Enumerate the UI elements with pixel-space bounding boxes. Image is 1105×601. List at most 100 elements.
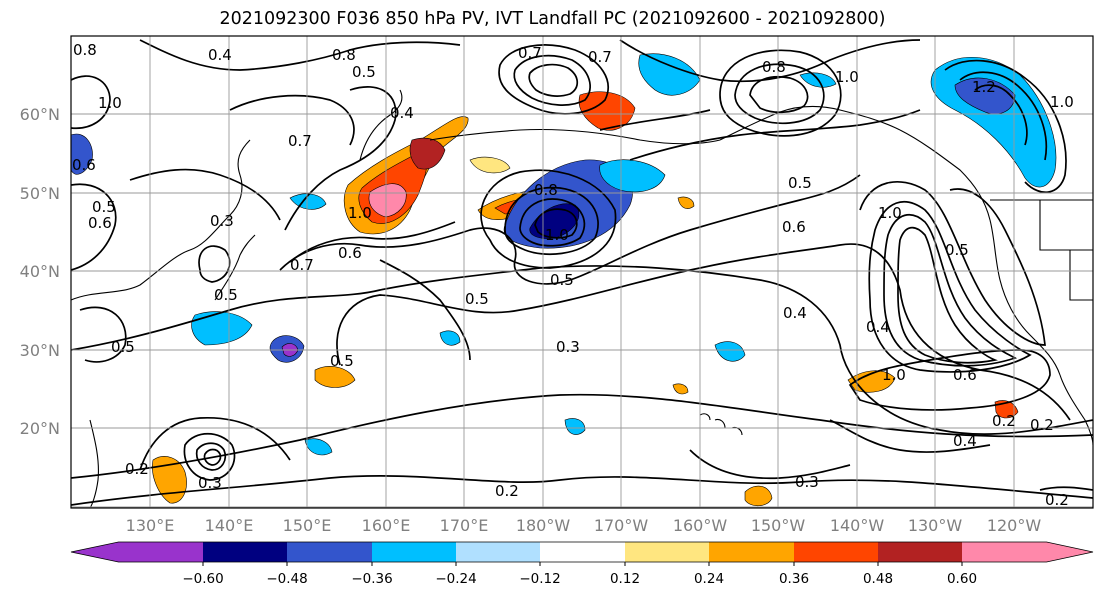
colorbar-segment [287, 542, 372, 562]
colorbar-tick-label: 0.24 [694, 571, 724, 587]
contour-label-group: 0.8 0.4 0.5 0.7 0.7 0.8 1.0 1.2 1.0 1.0 … [72, 41, 1074, 509]
map-frame [70, 35, 1094, 509]
colorbar [70, 541, 1094, 563]
coast-kamchatka [359, 89, 403, 161]
contour-line [129, 168, 281, 221]
contour-label: 1.0 [878, 204, 902, 222]
colorbar-tick-label: 0.48 [863, 571, 893, 587]
colorbar-tick-label: −0.48 [266, 571, 307, 587]
contour-label: 0.4 [783, 304, 807, 322]
contour-label: 0.5 [111, 338, 135, 356]
colorbar-tick-label: 0.12 [610, 571, 640, 587]
colorbar-ticks: −0.60 −0.48 −0.36 −0.24 −0.12 0.12 0.24 … [182, 562, 977, 587]
colorbar-segment [372, 542, 456, 562]
contour-label: 0.6 [88, 214, 112, 232]
contour-line [829, 419, 991, 453]
contour-line [198, 245, 231, 283]
lat-label: 60°N [20, 105, 60, 124]
contour-label: 0.5 [945, 241, 969, 259]
shade-cyan-small2 [714, 341, 746, 362]
pv-contours [71, 39, 1093, 506]
lon-label: 170°W [594, 516, 649, 535]
contour-label: 0.2 [125, 460, 149, 478]
contour-label: 1.0 [1050, 93, 1074, 111]
colorbar-segment [794, 542, 878, 562]
contour-label: 0.5 [465, 290, 489, 308]
contour-label: 0.4 [953, 432, 977, 450]
coast-bc [899, 129, 991, 221]
contour-line [848, 349, 1051, 411]
coast-alaska [719, 105, 901, 141]
colorbar-segment [456, 542, 540, 562]
coast-us [989, 219, 1061, 376]
contour-line [534, 208, 578, 239]
lon-label: 180°W [516, 516, 571, 535]
lat-label: 40°N [20, 262, 60, 281]
colorbar-segment [962, 542, 1093, 562]
contour-label: 0.7 [518, 44, 542, 62]
contour-line [1039, 486, 1093, 491]
contour-label: 0.6 [338, 244, 362, 262]
contour-line [519, 198, 586, 247]
contour-line [71, 265, 1093, 435]
contour-label: 0.5 [352, 63, 376, 81]
contour-label: 0.4 [390, 104, 414, 122]
lon-label: 140°E [205, 516, 254, 535]
contour-label: 0.7 [288, 132, 312, 150]
shade-orange-sw [314, 366, 356, 388]
contour-label: 0.2 [1045, 491, 1069, 509]
contour-label: 1.0 [882, 366, 906, 384]
lon-label: 150°E [283, 516, 332, 535]
contour-line [944, 59, 1067, 193]
lat-label: 50°N [20, 184, 60, 203]
contour-line [71, 393, 1093, 479]
lon-label: 130°W [908, 516, 963, 535]
coast-aleutians [429, 128, 721, 145]
contour-label: 1.2 [972, 78, 996, 96]
contour-label: 1.0 [348, 204, 372, 222]
contour-line [480, 169, 617, 269]
contour-line [195, 442, 227, 471]
contour-line [79, 306, 127, 363]
lon-label: 160°E [362, 516, 411, 535]
contour-line [71, 75, 111, 130]
colorbar-segment [625, 542, 709, 562]
shade-orange-south [744, 485, 773, 507]
contour-label: 0.4 [866, 318, 890, 336]
contour-line [379, 259, 471, 361]
shade-cyan-small1 [304, 438, 333, 456]
contour-label: 0.6 [782, 218, 806, 236]
contour-line [868, 201, 1032, 373]
lat-label: 30°N [20, 341, 60, 360]
colorbar-tick-label: 0.60 [947, 571, 977, 587]
lon-label: 130°E [126, 516, 175, 535]
colorbar-tick-label: 0.36 [779, 571, 809, 587]
coast-mexico [1059, 374, 1093, 446]
contour-line [959, 71, 1048, 161]
contour-label: 0.3 [198, 474, 222, 492]
contour-line [289, 221, 456, 263]
colorbar-tick-label: −0.60 [182, 571, 223, 587]
shade-yellow-1 [469, 156, 511, 174]
lat-axis: 60°N 50°N 40°N 30°N 20°N [20, 105, 60, 438]
contour-label: 0.3 [556, 338, 580, 356]
contour-line [619, 39, 921, 83]
lat-label: 20°N [20, 419, 60, 438]
contour-label: 0.5 [788, 174, 812, 192]
contour-label: 0.6 [72, 156, 96, 174]
contour-label: 0.5 [550, 271, 574, 289]
contour-line [139, 417, 291, 471]
contour-label: 0.2 [495, 482, 519, 500]
shade-cyan-small3 [564, 418, 586, 435]
shade-orange-tc [152, 456, 187, 504]
lon-label: 150°W [751, 516, 806, 535]
colorbar-segment [203, 542, 287, 562]
colorbar-segment [540, 542, 625, 562]
colorbar-segment [878, 542, 962, 562]
chart-title: 2021092300 F036 850 hPa PV, IVT Landfall… [219, 9, 886, 29]
shade-blue-west [71, 133, 93, 175]
colorbar-tick-label: −0.36 [351, 571, 392, 587]
contour-label: 0.8 [534, 181, 558, 199]
contour-line [859, 181, 1046, 346]
